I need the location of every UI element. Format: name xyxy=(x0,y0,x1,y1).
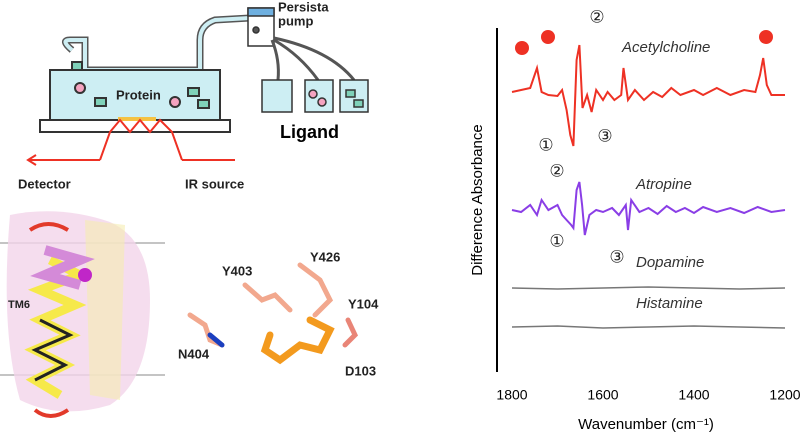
spectrum-line xyxy=(511,181,786,236)
series-label: Dopamine xyxy=(636,254,704,271)
series-label: Acetylcholine xyxy=(621,39,710,56)
series-label: Histamine xyxy=(636,295,703,312)
spectrum-line xyxy=(511,44,785,147)
protein-label: Protein xyxy=(116,87,161,102)
annotation: ① xyxy=(549,231,564,250)
spectra-chart: Difference Absorbance Wavenumber (cm⁻¹) … xyxy=(469,7,801,432)
series-label: Atropine xyxy=(635,176,692,193)
peak-markers xyxy=(515,30,773,55)
annotation: ③ xyxy=(597,126,612,145)
annotation: ② xyxy=(589,7,604,26)
x-tick-label: 1200 xyxy=(769,387,800,403)
ligand-label: Ligand xyxy=(280,122,339,142)
flow-cell xyxy=(39,14,251,133)
ir-beam xyxy=(26,118,235,166)
residue-label: N404 xyxy=(178,346,210,361)
spectrum-line xyxy=(511,325,786,329)
residue-label: Y403 xyxy=(222,263,252,278)
annotation: ③ xyxy=(609,247,624,266)
ir-source-label: IR source xyxy=(185,176,244,191)
x-axis-label: Wavenumber (cm⁻¹) xyxy=(578,416,714,433)
annotation: ① xyxy=(538,135,553,154)
pump-and-vials xyxy=(247,7,369,113)
y-axis-label: Difference Absorbance xyxy=(469,124,486,276)
protein-structure xyxy=(0,211,359,418)
x-tick-label: 1800 xyxy=(496,387,527,403)
annotation: ② xyxy=(549,161,564,180)
spectrum-line xyxy=(511,286,786,290)
pump-label: pump xyxy=(278,13,313,28)
x-tick-label: 1600 xyxy=(587,387,618,403)
residue-label: D103 xyxy=(345,363,376,378)
detector-label: Detector xyxy=(18,176,71,191)
helix-label: TM6 xyxy=(8,299,30,311)
x-tick-label: 1400 xyxy=(678,387,709,403)
pump-label: Persista xyxy=(278,0,329,14)
residue-label: Y104 xyxy=(348,296,379,311)
residue-label: Y426 xyxy=(310,249,340,264)
